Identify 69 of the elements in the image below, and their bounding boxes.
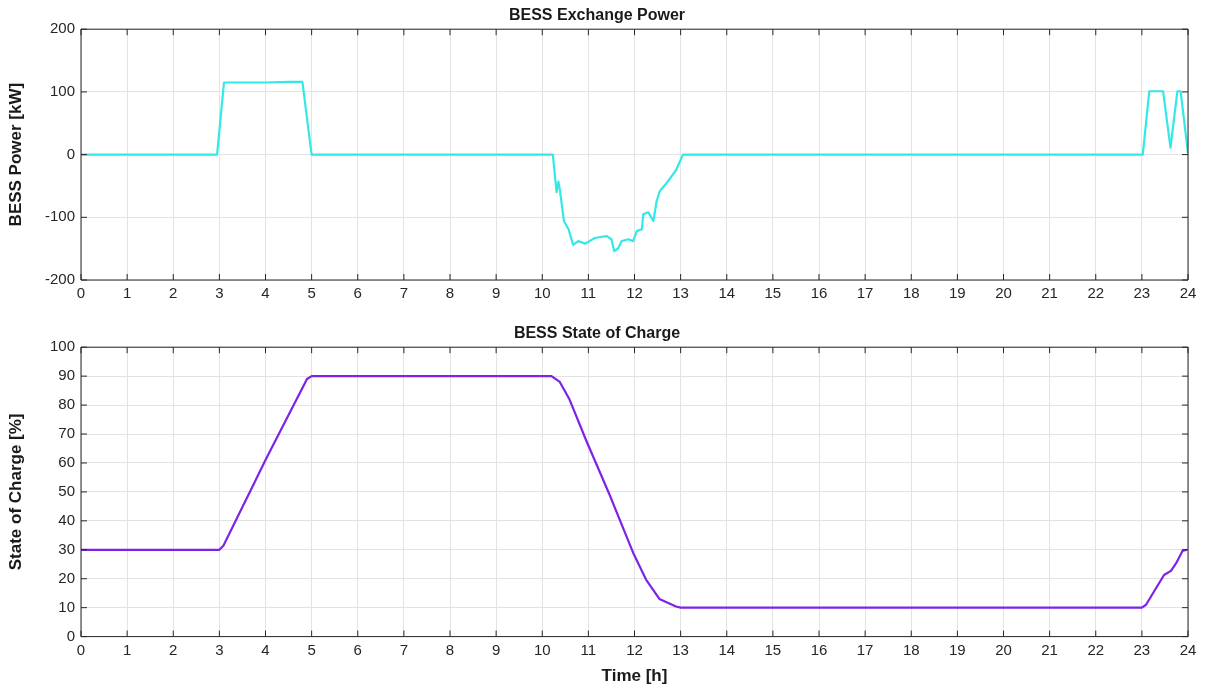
y-tick-label: 200: [49, 19, 75, 37]
x-tick-label: 11: [580, 284, 597, 302]
y-tick-label: 100: [49, 82, 75, 100]
y-tick-label: 20: [58, 568, 75, 586]
x-tick-label: 8: [445, 284, 455, 302]
x-tick-label: 2: [169, 284, 178, 302]
x-tick-label: 11: [580, 640, 597, 658]
x-tick-label: 5: [307, 284, 316, 302]
x-tick-label: 14: [718, 640, 736, 658]
x-tick-label: 16: [810, 284, 828, 302]
y-tick-label: 40: [58, 510, 75, 528]
x-tick-label: 16: [810, 640, 828, 658]
x-tick-label: 2: [169, 640, 178, 658]
y-tick-label: -200: [44, 270, 75, 288]
x-tick-label: 22: [1087, 284, 1105, 302]
x-tick-label: 15: [764, 284, 782, 302]
y-tick-label: 60: [58, 453, 75, 471]
x-tick-label: 3: [215, 284, 224, 302]
x-tick-label: 13: [672, 640, 689, 658]
x-tick-label: 23: [1133, 640, 1151, 658]
y-tick-label: 70: [58, 424, 75, 442]
y-axis-title: State of Charge [%]: [5, 413, 25, 571]
x-tick-label: 13: [672, 284, 689, 302]
x-tick-label: 21: [1041, 640, 1058, 658]
y-tick-label: 0: [66, 144, 75, 162]
x-tick-label: 12: [626, 640, 643, 658]
x-tick-label: 19: [949, 284, 966, 302]
y-tick-label: 90: [58, 366, 75, 384]
x-tick-label: 4: [261, 640, 270, 658]
y-tick-label: 80: [58, 395, 75, 413]
x-tick-label: 6: [353, 640, 362, 658]
x-tick-label: 1: [122, 284, 132, 302]
x-tick-label: 24: [1179, 284, 1197, 302]
x-tick-label: 12: [626, 284, 643, 302]
y-tick-label: 30: [58, 539, 75, 557]
x-tick-label: 4: [261, 284, 270, 302]
x-tick-label: 23: [1133, 284, 1151, 302]
x-tick-label: 17: [856, 284, 874, 302]
x-tick-label: 14: [718, 284, 736, 302]
x-tick-label: 5: [307, 640, 316, 658]
y-tick-label: 50: [58, 482, 75, 500]
x-tick-label: 7: [399, 284, 409, 302]
x-tick-label: 10: [533, 640, 551, 658]
chart-title: BESS State of Charge: [513, 324, 681, 342]
x-tick-label: 17: [856, 640, 874, 658]
y-axis-title: BESS Power [kW]: [5, 82, 25, 227]
x-tick-label: 9: [491, 284, 501, 302]
chart-title: BESS Exchange Power: [508, 6, 686, 24]
x-tick-label: 10: [533, 284, 551, 302]
y-tick-label: 10: [58, 597, 75, 615]
x-tick-label: 3: [215, 640, 224, 658]
x-tick-label: 18: [902, 284, 920, 302]
y-tick-label: -100: [44, 207, 75, 225]
x-tick-label: 8: [445, 640, 455, 658]
y-tick-label: 100: [49, 337, 75, 355]
x-tick-label: 1: [122, 640, 132, 658]
x-axis-title: Time [h]: [601, 666, 668, 686]
x-tick-label: 18: [902, 640, 920, 658]
x-tick-label: 21: [1041, 284, 1058, 302]
x-tick-label: 15: [764, 640, 782, 658]
y-tick-label: 0: [66, 626, 75, 644]
x-tick-label: 20: [995, 284, 1012, 302]
x-tick-label: 22: [1087, 640, 1105, 658]
x-tick-label: 7: [399, 640, 409, 658]
x-tick-label: 6: [353, 284, 362, 302]
x-tick-label: 24: [1179, 640, 1197, 658]
x-tick-label: 19: [949, 640, 966, 658]
x-tick-label: 9: [491, 640, 501, 658]
x-tick-label: 20: [995, 640, 1012, 658]
